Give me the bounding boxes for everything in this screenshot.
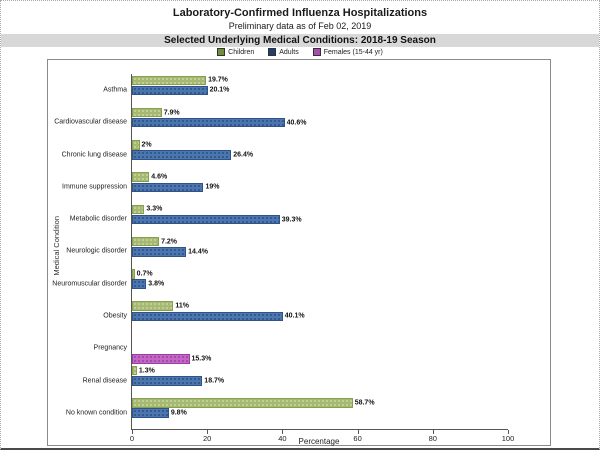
category-row: No known condition 58.7% 9.8% <box>66 397 508 429</box>
bar-adults: 14.4% <box>132 247 208 257</box>
legend-item-females: Females (15-44 yr) <box>312 48 383 56</box>
value-label: 2% <box>141 141 152 149</box>
value-label: 3.8% <box>148 280 165 288</box>
bar-children: 3.3% <box>132 204 162 215</box>
bar-children: 1.3% <box>132 365 155 376</box>
value-label: 11% <box>175 302 189 310</box>
bar-adults: 40.1% <box>132 311 305 322</box>
legend-item-children: Children <box>217 48 254 56</box>
category-row: Asthma 19.7% 20.1% <box>103 74 508 106</box>
value-label: 1.3% <box>138 367 155 375</box>
bar-adults: 19% <box>132 182 219 192</box>
bar-children: 19.7% <box>132 75 228 85</box>
x-axis-label: Percentage <box>298 437 340 446</box>
x-tick <box>282 430 284 434</box>
category-label: Chronic lung disease <box>61 151 127 159</box>
category-label: Cardiovascular disease <box>54 118 127 126</box>
bar-children: 11% <box>132 301 189 311</box>
category-row: Chronic lung disease 2% 26.4% <box>62 139 508 171</box>
children-legend-swatch-icon <box>217 48 226 56</box>
x-tick-label: 40 <box>278 434 287 443</box>
value-label: 7.9% <box>163 109 180 117</box>
legend-label: Females (15-44 yr) <box>323 48 383 56</box>
category-row: Obesity 11% 40.1% <box>103 300 508 332</box>
bar-children: 58.7% <box>132 398 375 408</box>
bar-children: 7.9% <box>132 107 180 118</box>
value-label: 20.1% <box>209 86 230 94</box>
bar-children: 0.7% <box>132 269 153 279</box>
category-label: Immune suppression <box>62 183 127 191</box>
bar-adults: 40.6% <box>132 117 307 128</box>
females-legend-swatch-icon <box>312 48 321 56</box>
value-label: 14.4% <box>188 248 208 256</box>
legend: Children Adults Females (15-44 yr) <box>1 47 599 57</box>
bar-adults: 18.7% <box>132 376 224 386</box>
category-label: Metabolic disorder <box>69 215 127 223</box>
x-tick <box>207 430 209 434</box>
bar-children: 7.2% <box>132 236 177 247</box>
legend-label: Children <box>228 48 255 56</box>
value-label: 40.6% <box>286 119 307 127</box>
category-row: Pregnancy 15.3% <box>94 332 508 364</box>
x-tick-label: 80 <box>428 434 437 443</box>
bar-adults: 20.1% <box>132 85 229 96</box>
category-label: Renal disease <box>82 377 127 385</box>
legend-label: Adults <box>279 48 299 56</box>
x-tick-label: 60 <box>353 434 362 443</box>
category-label: Asthma <box>103 86 127 94</box>
value-label: 0.7% <box>136 270 153 278</box>
category-row: Cardiovascular disease 7.9% 40.6% <box>54 106 508 138</box>
category-row: Neuromuscular disorder 0.7% 3.8% <box>52 268 508 300</box>
adults-legend-swatch-icon <box>268 48 277 56</box>
x-tick <box>508 430 509 434</box>
x-tick <box>132 430 133 434</box>
bar-females: 15.3% <box>132 354 211 364</box>
bar-adults: 39.3% <box>132 214 302 225</box>
value-label: 9.8% <box>170 409 187 417</box>
bar-adults: 9.8% <box>132 408 187 418</box>
value-label: 19% <box>205 183 220 191</box>
value-label: 19.7% <box>208 76 228 84</box>
bar-adults: 3.8% <box>132 279 164 289</box>
category-label: Pregnancy <box>93 344 127 352</box>
legend-item-adults: Adults <box>268 48 299 56</box>
value-label: 40.1% <box>284 312 305 320</box>
category-row: Immune suppression 4.6% 19% <box>62 171 508 203</box>
x-tick-label: 20 <box>203 434 212 443</box>
value-label: 7.2% <box>161 238 178 246</box>
value-label: 39.3% <box>281 216 302 224</box>
section-band-title: Selected Underlying Medical Conditions: … <box>1 34 599 47</box>
y-axis-label: Medical Condition <box>50 60 62 431</box>
bar-adults: 26.4% <box>132 150 253 160</box>
category-row: Metabolic disorder 3.3% 39.3% <box>70 203 508 235</box>
category-label: No known condition <box>65 409 127 417</box>
x-tick-label: 0 <box>129 434 135 443</box>
bar-children: 2% <box>132 140 152 150</box>
category-label: Neuromuscular disorder <box>52 280 127 288</box>
category-label: Neurologic disorder <box>66 247 127 255</box>
value-label: 15.3% <box>191 355 212 363</box>
category-row: Neurologic disorder 7.2% 14.4% <box>66 235 508 267</box>
category-row: Renal disease 1.3% 18.7% <box>83 364 508 396</box>
x-tick <box>357 430 359 434</box>
plot-area: Asthma 19.7% 20.1% Cardiovascular disease 7.… <box>52 74 514 443</box>
value-label: 18.7% <box>204 377 225 385</box>
chart-subtitle: Preliminary data as of Feb 02, 2019 <box>228 21 372 31</box>
category-label: Obesity <box>103 312 127 320</box>
x-tick <box>432 430 434 434</box>
value-label: 4.6% <box>151 173 168 181</box>
value-label: 3.3% <box>146 205 163 213</box>
x-tick-label: 100 <box>501 434 515 443</box>
value-label: 58.7% <box>354 399 375 407</box>
bar-children: 4.6% <box>132 172 167 182</box>
y-axis-label-text: Medical Condition <box>51 215 61 276</box>
plot-frame: Medical Condition Asthma 19.7% 20.1% Cardio… <box>47 59 551 446</box>
chart-title: Laboratory-Confirmed Influenza Hospitali… <box>172 7 428 19</box>
value-label: 26.4% <box>233 151 254 159</box>
